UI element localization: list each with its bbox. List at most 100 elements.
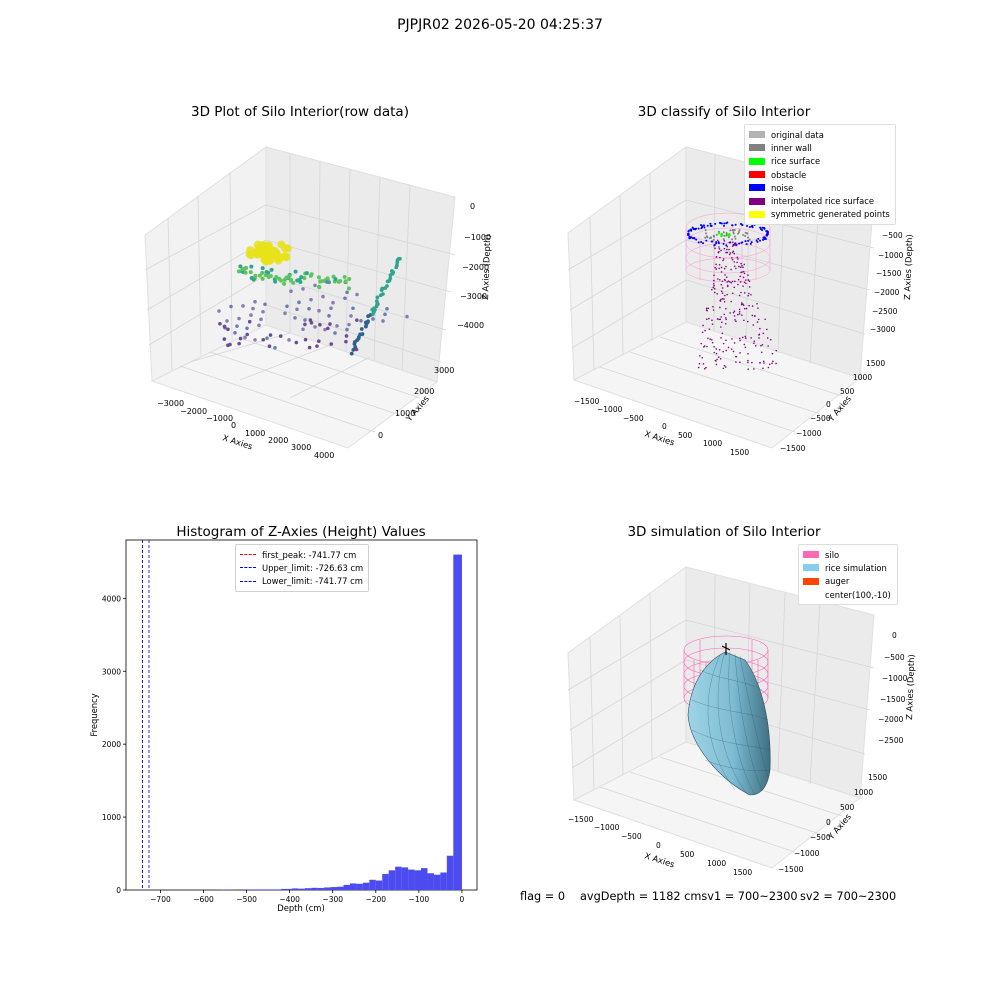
histogram-xtick-label: −300 (322, 895, 343, 904)
classify-point (742, 285, 744, 287)
sim-xtick: 1500 (733, 868, 752, 877)
raw-point (222, 337, 227, 341)
classify-point (718, 248, 721, 250)
classify-point (733, 235, 736, 238)
classify-point (751, 361, 753, 364)
classify-point (726, 285, 729, 288)
classify-point (734, 280, 736, 283)
classify-point (712, 238, 715, 241)
classify-point (732, 350, 735, 353)
classify-point (771, 352, 774, 355)
classify-point (728, 248, 730, 251)
raw-xtick: −1000 (206, 414, 233, 423)
classify-point (704, 236, 707, 239)
classify-point (760, 344, 762, 347)
classify-point (742, 276, 745, 279)
classify-point (731, 338, 733, 340)
classify-point (735, 267, 737, 270)
classify-point (728, 241, 731, 244)
classify-point (731, 251, 734, 254)
histogram-bar (453, 554, 462, 890)
raw-point (237, 341, 241, 346)
legend-label: first_peak: -741.77 cm (262, 549, 357, 560)
histogram-xtick-label: −200 (365, 895, 386, 904)
raw-point (285, 275, 290, 280)
raw-point (257, 323, 261, 328)
classify-point (753, 368, 755, 370)
sim-ztick: −1000 (882, 674, 908, 683)
classify-point (733, 310, 736, 312)
legend-label: silo (825, 549, 840, 560)
classify-point (761, 226, 764, 229)
histogram-ytick-label: 4000 (102, 594, 121, 603)
histogram-bar (304, 888, 312, 890)
classify-point (699, 223, 702, 226)
classify-point (722, 231, 725, 234)
histogram-bars (220, 554, 462, 890)
classify-point (768, 363, 771, 366)
classify-point (743, 343, 746, 346)
classify-point (715, 360, 717, 362)
sim-ytick: −1500 (778, 865, 804, 874)
classify-point (757, 237, 760, 240)
classify-legend: original data inner wall rice surface ob… (744, 124, 896, 226)
classify-point (705, 366, 707, 369)
histogram-ylabel: Frequency (89, 693, 99, 736)
classify-point (714, 247, 716, 250)
classify-point (734, 319, 736, 321)
sim-zlabel: Z Axies (Depth) (904, 654, 916, 720)
sim-xtick: 1000 (707, 859, 726, 868)
classify-point (722, 350, 725, 353)
raw-point (307, 345, 312, 350)
raw-point (349, 314, 353, 318)
classify-point (717, 251, 720, 254)
raw-point (268, 333, 273, 337)
classify-point (722, 259, 724, 262)
classify-point (772, 360, 774, 363)
raw-point (265, 246, 274, 255)
classify-point (730, 281, 733, 284)
classify-point (719, 279, 721, 281)
classify-point (742, 266, 744, 269)
histogram-ytick-label: 0 (116, 886, 121, 895)
simulation-plot-title: 3D simulation of Silo Interior (627, 524, 821, 540)
classify-point (734, 237, 737, 240)
classify-point (729, 312, 732, 314)
histogram-legend-entry: Upper_limit: -726.63 cm (240, 561, 364, 574)
raw-point (260, 266, 265, 271)
legend-swatch (803, 551, 819, 559)
raw-point (346, 286, 351, 291)
raw-point (360, 332, 365, 336)
histogram-legend-entry: Lower_limit: -741.77 cm (240, 575, 364, 588)
classify-point (732, 311, 735, 314)
classify-point (726, 248, 728, 251)
classify-ytick: 0 (826, 400, 831, 409)
classify-point (762, 367, 764, 370)
histogram-bar (369, 879, 376, 890)
classify-point (723, 313, 726, 316)
classify-point (769, 338, 772, 341)
classify-point (727, 280, 730, 282)
classify-ytick: −500 (810, 414, 831, 423)
legend-swatch-empty (803, 591, 819, 598)
classify-point (739, 339, 741, 342)
sim-xtick: −1000 (594, 823, 620, 832)
raw-point (366, 319, 370, 324)
classify-point (738, 229, 741, 232)
raw-point (238, 264, 243, 269)
classify-point (747, 361, 749, 364)
classify-point (714, 222, 717, 225)
classify-point (723, 298, 725, 300)
raw-point (355, 292, 359, 297)
classify-point (715, 352, 718, 355)
raw-point (344, 339, 348, 344)
classify-point (725, 231, 728, 234)
classify-point (708, 328, 711, 330)
sim-ztick: −2500 (878, 736, 904, 745)
classify-point (743, 319, 745, 322)
classify-point (716, 239, 719, 242)
histogram-ytick-label: 3000 (102, 667, 121, 676)
raw-point (261, 337, 266, 342)
raw-point (371, 317, 375, 321)
raw-point (349, 351, 354, 356)
